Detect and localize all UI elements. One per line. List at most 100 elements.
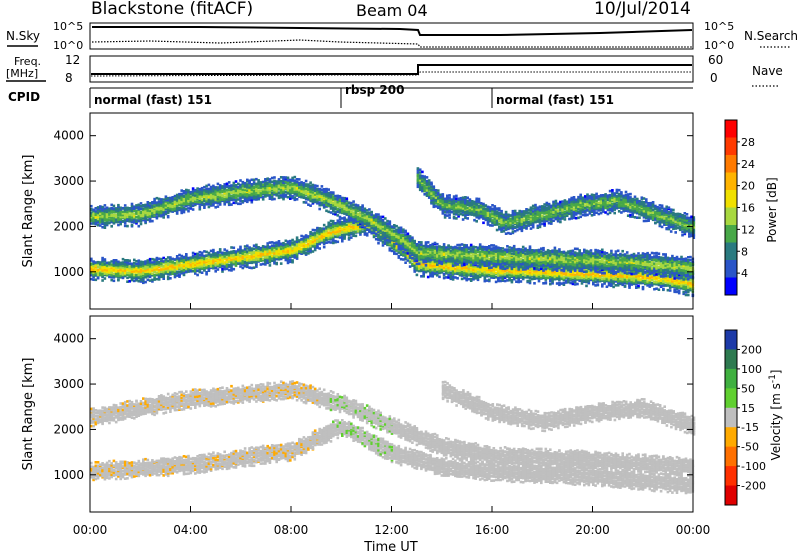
power-cell (291, 253, 294, 256)
power-cell (169, 267, 172, 270)
power-cell (135, 262, 138, 266)
power-cell (386, 231, 389, 235)
power-cell (153, 270, 156, 274)
power-cell (166, 256, 170, 259)
power-cell (268, 261, 272, 264)
power-cell (105, 218, 109, 221)
power-cell (119, 222, 122, 226)
power-cell (598, 278, 602, 282)
power-cell (625, 277, 629, 281)
power-cell (345, 212, 349, 216)
power-cell (395, 238, 398, 242)
power-cell (144, 280, 147, 284)
power-cell (273, 260, 276, 264)
power-cell (408, 265, 412, 268)
power-cell (438, 267, 441, 271)
power-cell (463, 274, 466, 277)
power-cell (216, 195, 220, 199)
power-cell (239, 258, 242, 262)
power-cell (250, 178, 254, 182)
power-cell (659, 278, 663, 281)
power-cell (300, 187, 303, 191)
power-cell (221, 265, 224, 268)
power-cell (322, 197, 326, 201)
power-cell (182, 269, 186, 272)
power-cell (151, 266, 154, 269)
power-cell (336, 210, 340, 214)
power-cell (155, 211, 159, 215)
power-cell (449, 267, 453, 271)
power-cell (318, 201, 321, 204)
power-cell (166, 208, 170, 212)
power-cell (92, 273, 95, 276)
power-cell (361, 224, 364, 228)
power-cell (361, 206, 364, 209)
power-cell (318, 187, 321, 191)
power-cell (151, 204, 154, 208)
power-cell (289, 246, 292, 250)
power-cell (196, 261, 199, 265)
power-cell (395, 245, 398, 249)
power-cell (668, 286, 672, 289)
power-cell (363, 231, 367, 235)
power-cell (447, 276, 450, 279)
power-cell (601, 275, 604, 278)
power-cell (133, 219, 136, 222)
power-cell (352, 203, 355, 206)
power-cell (413, 261, 416, 265)
power-cell (384, 237, 387, 241)
power-cell (458, 264, 462, 268)
power-cell (399, 234, 403, 237)
power-cell (316, 240, 319, 243)
power-cell (227, 251, 231, 254)
power-cell (295, 192, 299, 195)
power-cell (318, 232, 321, 236)
power-cell (334, 224, 337, 227)
power-cell (497, 272, 500, 275)
power-cell (144, 209, 147, 213)
power-cell (341, 205, 344, 209)
power-cell (117, 205, 120, 208)
power-cell (302, 187, 306, 191)
power-cell (365, 222, 369, 226)
power-cell (300, 195, 303, 199)
power-cell (230, 253, 233, 257)
power-cell (180, 199, 183, 203)
power-cell (273, 183, 276, 187)
power-cell (133, 261, 136, 265)
power-cell (144, 273, 147, 276)
power-cell (345, 232, 349, 236)
power-cell (198, 263, 202, 266)
power-cell (169, 272, 172, 275)
power-cell (659, 282, 663, 285)
power-cell (180, 266, 183, 269)
power-cell (481, 272, 484, 275)
power-cell (336, 200, 340, 204)
power-cell (169, 256, 172, 259)
power-cell (291, 184, 294, 188)
power-cell (162, 213, 165, 217)
power-cell (196, 256, 199, 260)
power-cell (248, 254, 251, 258)
power-cell (230, 203, 233, 206)
power-cell (166, 215, 170, 218)
power-cell (248, 191, 251, 194)
power-cell (277, 250, 281, 254)
power-cell (397, 229, 401, 233)
power-cell (252, 256, 256, 259)
power-cell (239, 189, 242, 193)
power-cell (311, 200, 315, 204)
beam-title: Beam 04 (356, 1, 428, 20)
power-cell (379, 229, 382, 232)
power-cell (442, 267, 446, 271)
power-cell (110, 216, 113, 219)
power-cell (173, 194, 177, 198)
power-cell (216, 252, 220, 256)
power-cell (266, 242, 269, 245)
power-cell (512, 277, 516, 281)
power-cell (350, 225, 353, 228)
power-cell (304, 237, 308, 240)
power-cell (135, 209, 138, 213)
power-cell (250, 190, 254, 193)
power-cell (162, 204, 165, 207)
